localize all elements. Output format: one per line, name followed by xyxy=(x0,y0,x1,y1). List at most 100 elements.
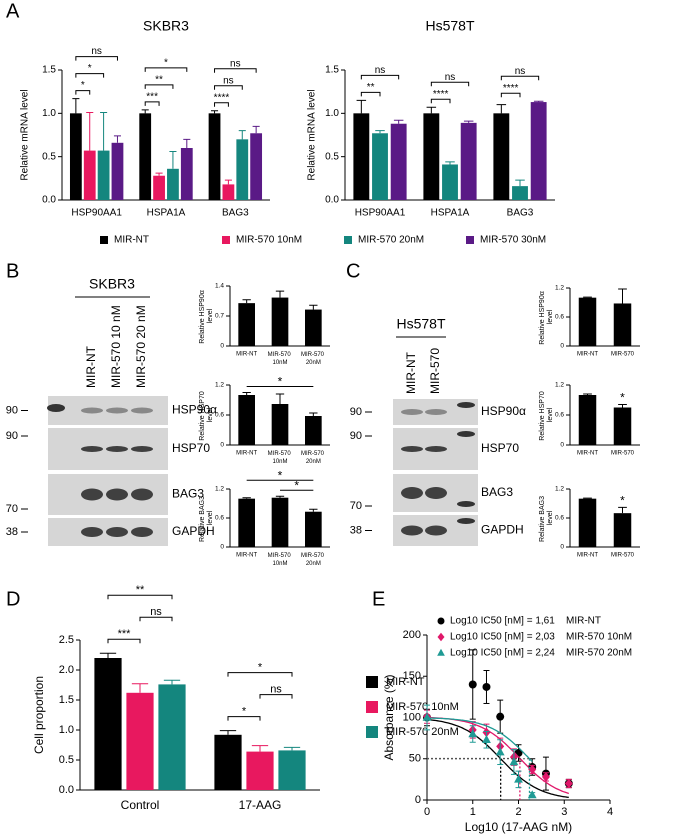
significance-label: ns xyxy=(230,58,241,69)
blot-title: SKBR3 xyxy=(89,276,135,292)
protein-label: BAG3 xyxy=(481,485,513,499)
bar xyxy=(139,113,152,200)
significance-bracket xyxy=(214,102,229,107)
error-bar xyxy=(252,125,260,134)
significance-label: **** xyxy=(433,89,449,100)
error-bar xyxy=(309,304,318,310)
x-tick-label: MIR-NT xyxy=(577,553,598,559)
error-bar xyxy=(583,393,592,395)
significance-bracket xyxy=(500,92,521,98)
significance-bracket xyxy=(214,68,257,73)
blot-band xyxy=(131,407,153,414)
y-tick-label: 100 xyxy=(403,711,421,723)
error-bar xyxy=(618,506,627,514)
ladder-band xyxy=(457,501,475,507)
blot-band xyxy=(81,407,103,414)
x-tick-label: HSPA1A xyxy=(431,208,470,219)
error-bar xyxy=(275,393,285,404)
x-tick-label: MIR-NT xyxy=(236,451,257,457)
bar xyxy=(153,175,165,200)
lane-label: MIR-NT xyxy=(84,345,98,388)
legend-label: MIR-570 20nM xyxy=(566,648,632,659)
y-tick-label: 0 xyxy=(415,794,421,806)
blot-band xyxy=(81,527,103,537)
significance-label: ns xyxy=(91,46,102,57)
bar xyxy=(305,511,322,547)
y-axis-label: Relative HSP70 level xyxy=(199,389,214,440)
significance-label: * xyxy=(242,706,247,718)
error-bar xyxy=(618,288,627,304)
panel-label: D xyxy=(6,588,20,610)
bar xyxy=(305,309,322,346)
y-tick-label: 0.0 xyxy=(42,195,56,206)
legend-label: MIR-570 20nM xyxy=(386,726,459,738)
significance-bracket xyxy=(360,74,400,80)
data-point xyxy=(514,774,523,783)
bar xyxy=(214,734,242,790)
significance-bracket xyxy=(144,67,188,72)
significance-label: ns xyxy=(445,72,456,83)
panel-label: E xyxy=(372,588,385,610)
significance-label: ns xyxy=(375,65,386,76)
data-point xyxy=(482,682,491,691)
y-axis-label: Relative BAG3 level xyxy=(539,494,554,542)
bar xyxy=(246,751,274,790)
legend-swatch xyxy=(366,726,378,738)
significance-label: ns xyxy=(270,684,282,696)
bar xyxy=(97,150,110,200)
x-tick-label: MIR-570 20nM xyxy=(301,352,326,366)
marker-label: 70 xyxy=(6,503,18,515)
blot-band xyxy=(106,527,128,537)
y-axis-label: Relative HSP70 level xyxy=(539,389,554,440)
legend-label: MIR-570 20nM xyxy=(358,235,424,246)
x-tick-label: MIR-NT xyxy=(236,553,257,559)
x-tick-label: Control xyxy=(121,798,160,812)
significance-label: ** xyxy=(136,584,145,596)
legend-swatch xyxy=(222,236,230,244)
x-tick-label: MIR-570 10nM xyxy=(268,352,293,366)
blot-band xyxy=(81,488,103,501)
lane-label: MIR-570 xyxy=(428,348,442,394)
legend-label: MIR-570 10nM xyxy=(566,632,632,643)
y-tick-label: 1.2 xyxy=(555,285,564,292)
blot-band xyxy=(131,446,153,452)
blot-band xyxy=(106,446,128,452)
error-bar xyxy=(169,150,177,169)
significance-label: * xyxy=(88,63,92,74)
protein-label: HSP90α xyxy=(481,404,526,418)
significance-label: * xyxy=(620,494,625,508)
error-bar xyxy=(113,135,122,143)
bar xyxy=(83,150,96,200)
error-bar xyxy=(242,392,251,395)
blot-band xyxy=(81,446,103,452)
y-tick-label: 0.6 xyxy=(555,515,564,522)
x-tick-label: 3 xyxy=(561,806,567,818)
y-axis-label: Relative HSP90α level xyxy=(539,289,554,344)
significance-bracket xyxy=(107,638,141,644)
blot-band xyxy=(106,488,128,501)
ladder-band xyxy=(47,404,65,412)
bar xyxy=(613,513,632,547)
bar xyxy=(158,684,186,790)
significance-bracket xyxy=(75,73,105,78)
protein-label: BAG3 xyxy=(172,487,204,501)
lane-label: MIR-NT xyxy=(404,351,418,394)
blot-title: Hs578T xyxy=(396,316,445,332)
y-tick-label: 0.5 xyxy=(325,151,339,162)
y-tick-label: 0 xyxy=(220,343,224,350)
blot-band xyxy=(401,446,423,452)
significance-bracket xyxy=(500,75,540,81)
protein-label: GAPDH xyxy=(172,524,215,538)
blot-band xyxy=(131,488,153,501)
data-point xyxy=(496,712,505,721)
y-tick-label: 1.2 xyxy=(555,382,564,389)
legend-ic50: Log10 IC50 [nM] = 1,61 xyxy=(450,616,555,627)
marker-label: 90 xyxy=(350,406,362,418)
marker-label: 90 xyxy=(6,430,18,442)
fit-curve xyxy=(427,717,533,763)
significance-bracket xyxy=(75,56,118,61)
y-tick-label: 1.5 xyxy=(325,65,339,76)
y-tick-label: 0.7 xyxy=(215,313,224,320)
error-bar xyxy=(275,495,285,498)
y-tick-label: 2.0 xyxy=(59,664,74,676)
